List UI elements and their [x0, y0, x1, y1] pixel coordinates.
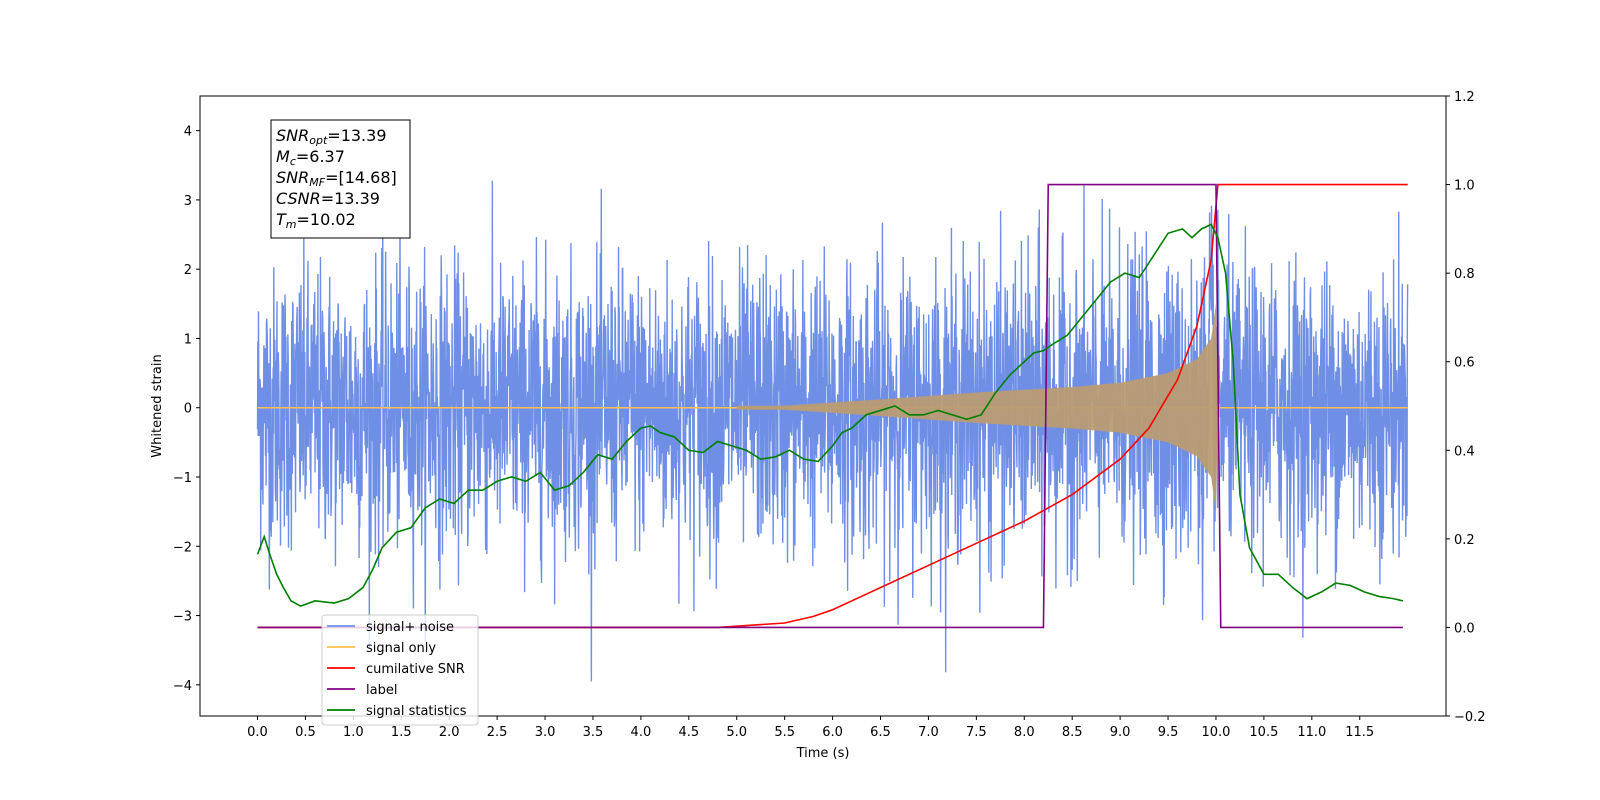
y-tick-label-right: 0.6 [1454, 356, 1475, 371]
y-tick-label-left: 4 [184, 125, 192, 140]
y-tick-label-left: 0 [184, 402, 192, 417]
legend-label: cumilative SNR [366, 662, 465, 677]
x-tick-label: 1.5 [391, 725, 412, 740]
y-tick-label-right: 0.4 [1454, 444, 1475, 459]
series-cumulative-snr [257, 183, 1408, 629]
legend-label: signal+ noise [366, 620, 454, 635]
legend-label: signal only [366, 641, 436, 656]
stats-annotation-box: SNRopt=13.39Mc=6.37SNRMF=[14.68]CSNR=13.… [270, 119, 411, 239]
y-tick-label-left: 2 [184, 263, 192, 278]
y-tick-label-left: −2 [173, 540, 192, 555]
y-tick-label-right: 1.2 [1454, 90, 1475, 105]
legend-label: label [366, 683, 397, 698]
y-tick-label-right: 0.2 [1454, 533, 1475, 548]
legend: signal+ noise signal only cumilative SNR la… [321, 614, 479, 726]
x-tick-label: 11.5 [1345, 725, 1374, 740]
y-tick-label-left: −3 [173, 610, 192, 625]
x-tick-label: 5.5 [774, 725, 795, 740]
y-tick-label-left: −4 [173, 679, 192, 694]
x-tick-label: 9.5 [1158, 725, 1179, 740]
plot-frame [199, 95, 1447, 717]
x-tick-label: 4.0 [631, 725, 652, 740]
x-tick-label: 6.5 [870, 725, 891, 740]
series-signal-noise [256, 180, 1409, 682]
x-tick-label: 3.5 [583, 725, 604, 740]
y-tick-label-right: 0.0 [1454, 621, 1475, 636]
annotation-line: Tm=10.02 [276, 210, 356, 231]
x-tick-label: 7.0 [918, 725, 939, 740]
series-signal-statistics [256, 223, 1404, 608]
series-signal-only-envelope [736, 303, 1218, 512]
x-tick-label: 4.5 [678, 725, 699, 740]
x-tick-label: 8.5 [1062, 725, 1083, 740]
x-tick-label: 2.0 [439, 725, 460, 740]
x-tick-label: 0.5 [295, 725, 316, 740]
x-axis-label: Time (s) [796, 746, 850, 761]
annotation-line: SNRMF=[14.68] [276, 168, 397, 189]
y-tick-label-right: 1.0 [1454, 179, 1475, 194]
y-tick-label-right: −0.2 [1454, 710, 1486, 725]
x-tick-label: 8.0 [1014, 725, 1035, 740]
y-tick-label-left: 3 [184, 194, 192, 209]
annotation-line: Mc=6.37 [276, 147, 345, 168]
x-tick-label: 5.0 [726, 725, 747, 740]
legend-label: signal statistics [366, 704, 467, 719]
x-tick-label: 0.0 [247, 725, 268, 740]
x-tick-label: 3.0 [535, 725, 556, 740]
x-tick-label: 6.0 [822, 725, 843, 740]
x-tick-label: 11.0 [1297, 725, 1326, 740]
x-tick-label: 10.0 [1201, 725, 1230, 740]
x-tick-label: 10.5 [1249, 725, 1278, 740]
y-tick-label-left: −1 [173, 471, 192, 486]
annotation-line: CSNR=13.39 [276, 189, 380, 208]
x-tick-label: 9.0 [1110, 725, 1131, 740]
y-axis-label: Whitened strain [150, 354, 165, 457]
y-tick-label-left: 1 [184, 332, 192, 347]
series-label [257, 183, 1403, 629]
annotation-line: SNRopt=13.39 [276, 126, 387, 147]
x-tick-label: 7.5 [966, 725, 987, 740]
x-tick-label: 2.5 [487, 725, 508, 740]
x-tick-label: 1.0 [343, 725, 364, 740]
y-tick-label-right: 0.8 [1454, 267, 1475, 282]
